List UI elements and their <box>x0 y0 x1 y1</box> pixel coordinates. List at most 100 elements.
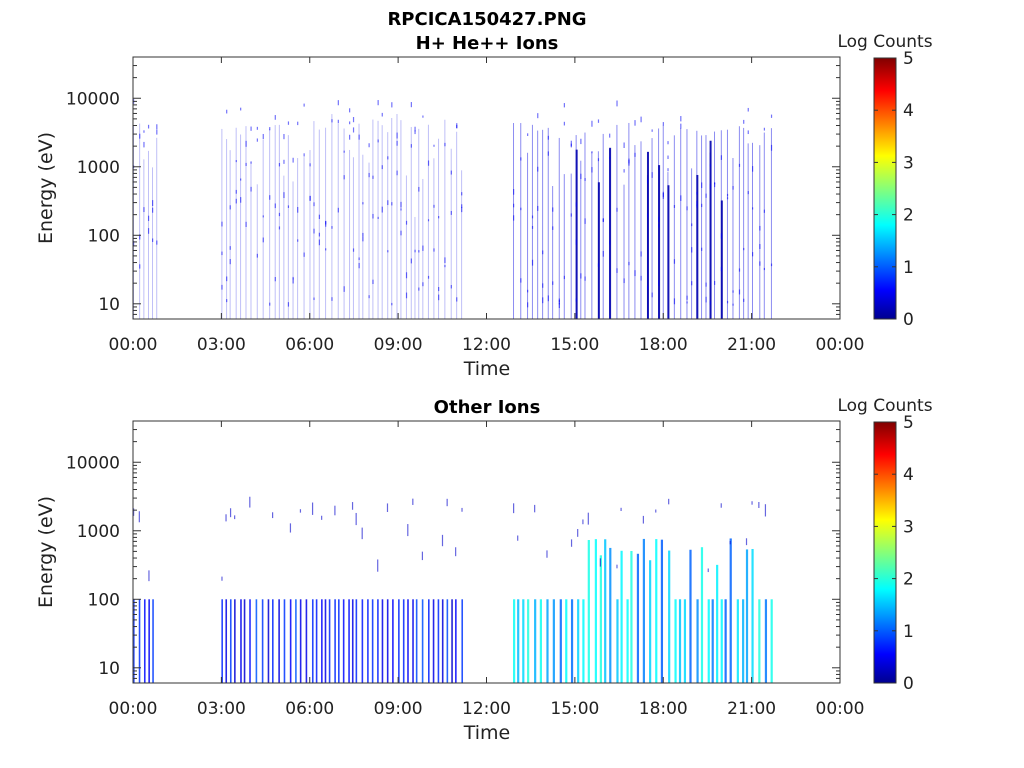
spectrogram-cell <box>398 599 400 683</box>
spectrogram-cell <box>513 189 515 195</box>
spectrogram-cell <box>407 524 409 537</box>
spectrogram-cell <box>658 165 661 319</box>
spectrogram-cell <box>628 159 630 166</box>
spectrogram-cell <box>745 538 748 546</box>
spectrogram-cell <box>609 240 611 245</box>
spectrogram-cell <box>139 264 141 269</box>
spectrogram-cell <box>759 145 761 319</box>
spectrogram-cell <box>594 539 597 683</box>
spectrogram-cell <box>520 123 522 319</box>
spectrogram-cell <box>570 213 572 217</box>
spectrogram-cell <box>303 252 305 257</box>
spectrogram-cell <box>575 239 577 245</box>
x-tick-label: 03:00 <box>197 335 246 355</box>
spectrogram-cell <box>456 124 458 129</box>
spectrogram-cell <box>250 126 252 131</box>
spectrogram-cell <box>352 248 355 252</box>
spectrogram-cell <box>602 219 604 223</box>
spectrogram-cell <box>558 298 560 302</box>
spectrogram-cell <box>152 599 154 683</box>
spectrogram-cell <box>751 548 754 683</box>
x-tick-label: 15:00 <box>550 335 599 355</box>
spectrogram-cell <box>441 599 444 683</box>
spectrogram-cell <box>381 165 383 170</box>
spectrogram-cell <box>597 119 600 123</box>
spectrogram-cell <box>714 131 716 319</box>
spectrogram-cell <box>720 155 723 160</box>
spectrogram-cell <box>377 559 379 572</box>
spectrogram-cell <box>368 172 370 178</box>
spectrogram-cell <box>352 157 354 319</box>
spectrogram-cell <box>680 116 682 122</box>
x-tick-label: 03:00 <box>197 699 246 719</box>
colorbar-tick-label: 0 <box>903 310 914 330</box>
panel-other-ions: Other Ions 00:00 03:00 06:00 09:00 12:00 15:0… <box>35 396 933 744</box>
spectrogram-cell <box>328 599 331 683</box>
spectrogram-cell <box>563 121 565 126</box>
spectrogram-cell <box>428 599 430 683</box>
spectrogram-cell <box>461 170 463 319</box>
spectrogram-cell <box>446 599 449 683</box>
spectrogram-cell <box>444 142 446 147</box>
spectrogram-cell <box>372 279 374 285</box>
x-tick-label: 09:00 <box>374 335 423 355</box>
spectrogram-cell <box>267 599 270 683</box>
spectrogram-cell <box>381 599 384 683</box>
spectrogram-cell <box>355 599 358 683</box>
spectrogram-cell <box>225 514 227 522</box>
spectrogram-cell <box>616 100 618 107</box>
spectrogram-cell <box>546 599 549 683</box>
spectrogram-cell <box>221 599 223 683</box>
spectrogram-cell <box>331 119 333 123</box>
spectrogram-cell <box>262 133 264 140</box>
spectrogram-cell <box>295 599 297 683</box>
spectrogram-cell <box>292 278 294 284</box>
spectrogram-cell <box>709 183 711 189</box>
spectrogram-cell <box>156 124 158 130</box>
colorbar-tick-label: 0 <box>903 674 914 694</box>
spectrogram-cell <box>450 210 452 215</box>
spectrogram-cell <box>337 119 339 124</box>
spectrogram-cell <box>352 117 355 123</box>
spectrogram-cell <box>461 192 463 196</box>
colorbar-tick-label: 4 <box>903 101 914 121</box>
plot-area <box>133 421 840 683</box>
spectrogram-cell <box>225 599 228 683</box>
spectrogram-cell <box>349 121 351 125</box>
spectrogram-cell <box>272 512 274 519</box>
spectrogram-cell <box>133 508 135 516</box>
spectrogram-cell <box>527 302 529 308</box>
spectrogram-cell <box>558 137 560 319</box>
spectrogram-cell <box>438 286 440 292</box>
spectrogram-cell <box>299 599 302 683</box>
spectrogram-cell <box>640 141 642 319</box>
spectrogram-cell <box>446 498 448 507</box>
spectrogram-cell <box>609 156 611 159</box>
spectrogram-cell <box>283 159 285 164</box>
spectrogram-cell <box>414 130 416 135</box>
spectrogram-cell <box>274 115 276 120</box>
x-tick-label: 18:00 <box>639 335 688 355</box>
spectrogram-cell <box>655 509 657 513</box>
spectrogram-cell <box>531 225 534 229</box>
spectrogram-cell <box>351 502 354 510</box>
spectrogram-cell <box>640 116 642 123</box>
spectrogram-cell <box>321 599 323 683</box>
spectrogram-cell <box>580 160 582 319</box>
spectrogram-cell <box>599 555 602 683</box>
spectrogram-cell <box>256 126 258 130</box>
spectrogram-cell <box>709 164 711 167</box>
spectrogram-cell <box>602 250 604 257</box>
spectrogram-cell <box>368 143 370 148</box>
spectrogram-cell <box>400 120 402 319</box>
spectrogram-cell <box>289 599 292 683</box>
spectrogram-cell <box>591 152 593 319</box>
spectrogram-cell <box>527 599 530 683</box>
spectrogram-cell <box>438 138 440 319</box>
spectrogram-cell <box>651 292 653 298</box>
spectrogram-cell <box>400 230 402 236</box>
spectrogram-cell <box>707 568 709 573</box>
spectrogram-cell <box>450 148 452 319</box>
spectrogram-cell <box>256 184 258 319</box>
spectrogram-cell <box>626 599 629 683</box>
